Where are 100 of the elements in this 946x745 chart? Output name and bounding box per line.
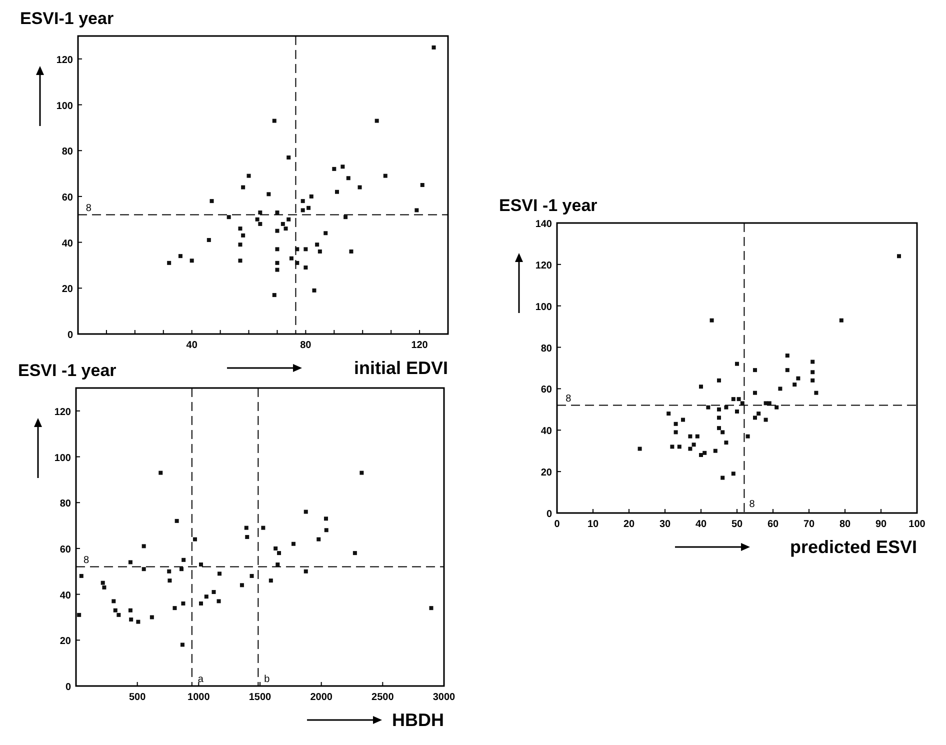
point xyxy=(198,562,203,567)
y-axis-title: ESVI-1 year xyxy=(20,9,114,28)
point xyxy=(245,535,250,539)
point xyxy=(304,266,308,270)
point xyxy=(129,618,134,622)
point xyxy=(142,544,146,548)
y-tick-label: 0 xyxy=(65,682,72,693)
point xyxy=(414,208,419,212)
point xyxy=(275,268,280,272)
x-axis-title: HBDH xyxy=(392,710,444,730)
point xyxy=(212,590,216,594)
point xyxy=(246,174,251,178)
point xyxy=(180,642,184,647)
point xyxy=(318,249,322,254)
point xyxy=(268,578,273,583)
y-tick-label: 120 xyxy=(535,260,552,272)
point xyxy=(295,260,300,265)
point xyxy=(324,516,328,521)
point xyxy=(774,405,779,410)
x-tick-label: 0 xyxy=(554,519,560,530)
point xyxy=(736,397,741,402)
point xyxy=(340,164,345,169)
point xyxy=(102,585,106,590)
point xyxy=(255,217,260,222)
annotation: 8 xyxy=(86,202,92,214)
point xyxy=(158,470,163,475)
point xyxy=(79,574,84,578)
point xyxy=(785,354,790,358)
point xyxy=(216,599,221,604)
point xyxy=(128,608,132,612)
point xyxy=(238,258,242,263)
x-tick-label: 1000 xyxy=(188,692,210,703)
point xyxy=(266,192,271,196)
y-tick-label: 0 xyxy=(67,330,74,341)
point xyxy=(753,368,757,372)
point xyxy=(796,376,800,380)
x-tick-label: 60 xyxy=(767,519,779,530)
y-tick-label: 140 xyxy=(535,219,552,230)
point xyxy=(429,606,434,610)
point xyxy=(304,247,308,252)
x-tick-label: 40 xyxy=(186,340,198,351)
point xyxy=(244,526,248,530)
point xyxy=(276,562,280,567)
point xyxy=(274,546,278,550)
ref-line-label: b xyxy=(264,674,270,685)
point xyxy=(352,551,357,556)
point xyxy=(112,599,116,604)
point xyxy=(740,401,744,406)
point xyxy=(218,572,222,576)
point xyxy=(275,247,280,252)
point xyxy=(182,558,186,562)
point xyxy=(238,242,242,247)
point xyxy=(785,368,790,372)
point xyxy=(286,155,291,160)
point xyxy=(699,453,703,457)
point xyxy=(810,370,815,374)
y-tick-label: 100 xyxy=(535,302,552,313)
point xyxy=(315,242,320,247)
point xyxy=(695,434,700,438)
x-tick-label: 30 xyxy=(659,519,671,530)
point xyxy=(756,412,761,416)
x-tick-label: 20 xyxy=(623,519,635,530)
point xyxy=(638,446,642,451)
point xyxy=(306,206,311,210)
y-tick-label: 40 xyxy=(60,590,72,602)
point xyxy=(167,569,172,574)
y-tick-label: 20 xyxy=(62,284,74,296)
annotation: 8 xyxy=(566,393,572,404)
x-tick-label: 80 xyxy=(300,340,312,351)
point xyxy=(238,226,242,231)
point xyxy=(206,238,211,242)
point xyxy=(764,418,768,422)
y-tick-label: 60 xyxy=(60,544,72,556)
point xyxy=(681,418,685,422)
point xyxy=(731,472,736,476)
point xyxy=(178,254,182,258)
point xyxy=(810,378,815,382)
point xyxy=(692,442,696,447)
ref-line-label: a xyxy=(198,674,204,685)
point xyxy=(258,222,262,226)
point xyxy=(335,190,339,194)
point xyxy=(324,231,328,236)
x-tick-label: 2500 xyxy=(372,692,394,703)
y-axis-title: ESVI -1 year xyxy=(499,196,598,215)
point xyxy=(300,208,305,212)
y-tick-label: 120 xyxy=(56,54,74,66)
point xyxy=(304,510,308,514)
point xyxy=(717,407,721,412)
point xyxy=(810,360,815,364)
point xyxy=(432,45,436,50)
point xyxy=(674,422,678,426)
point xyxy=(814,390,818,395)
x-tick-label: 120 xyxy=(411,340,428,351)
point xyxy=(261,526,266,530)
y-tick-label: 60 xyxy=(62,192,74,204)
point xyxy=(240,583,244,588)
point xyxy=(332,166,336,171)
point xyxy=(674,430,678,434)
point xyxy=(710,318,714,322)
point xyxy=(280,222,285,226)
